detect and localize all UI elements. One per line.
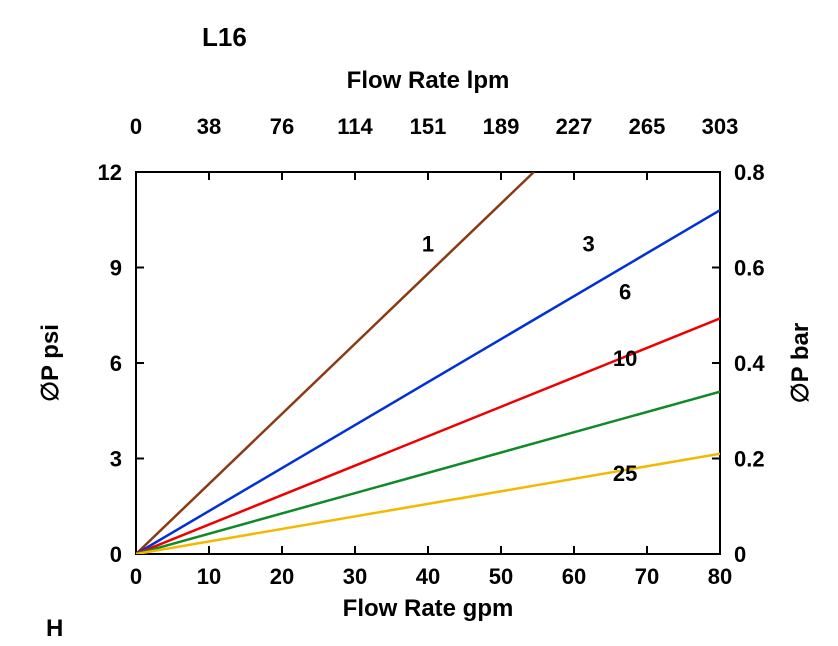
series-label-10: 10 — [613, 346, 637, 371]
top-tick-label: 38 — [197, 114, 221, 139]
y-left-axis-label: ∅P psi — [37, 324, 64, 402]
series-label-6: 6 — [619, 279, 631, 304]
chart-svg: L16Flow Rate lpm038761141511892272653030… — [0, 0, 838, 646]
x-bottom-axis-label: Flow Rate gpm — [343, 595, 514, 622]
series-label-3: 3 — [582, 232, 594, 257]
series-label-25: 25 — [613, 461, 637, 486]
left-tick-label: 6 — [110, 351, 122, 376]
bottom-tick-label: 70 — [635, 564, 659, 589]
top-tick-label: 76 — [270, 114, 294, 139]
top-tick-label: 151 — [410, 114, 447, 139]
left-tick-label: 12 — [98, 160, 122, 185]
top-tick-label: 0 — [130, 114, 142, 139]
bottom-tick-label: 50 — [489, 564, 513, 589]
y-right-axis-label: ∅P bar — [787, 323, 814, 404]
bottom-tick-label: 30 — [343, 564, 367, 589]
series-label-1: 1 — [422, 232, 434, 257]
top-tick-label: 227 — [556, 114, 593, 139]
chart-title: L16 — [202, 22, 247, 52]
right-tick-label: 0.2 — [734, 447, 765, 472]
left-tick-label: 3 — [110, 447, 122, 472]
bottom-tick-label: 0 — [130, 564, 142, 589]
bottom-tick-label: 40 — [416, 564, 440, 589]
right-tick-label: 0.6 — [734, 256, 765, 281]
right-tick-label: 0.8 — [734, 160, 765, 185]
top-tick-label: 265 — [629, 114, 666, 139]
bottom-tick-label: 80 — [708, 564, 732, 589]
corner-label: H — [46, 615, 63, 642]
right-tick-label: 0 — [734, 542, 746, 567]
right-tick-label: 0.4 — [734, 351, 765, 376]
top-tick-label: 303 — [702, 114, 739, 139]
top-tick-label: 189 — [483, 114, 520, 139]
left-tick-label: 0 — [110, 542, 122, 567]
left-tick-label: 9 — [110, 256, 122, 281]
bottom-tick-label: 20 — [270, 564, 294, 589]
bottom-tick-label: 10 — [197, 564, 221, 589]
bottom-tick-label: 60 — [562, 564, 586, 589]
top-tick-label: 114 — [337, 114, 373, 139]
x-top-axis-label: Flow Rate lpm — [347, 67, 510, 94]
chart-container: L16Flow Rate lpm038761141511892272653030… — [0, 0, 838, 646]
chart-bg — [0, 0, 838, 646]
